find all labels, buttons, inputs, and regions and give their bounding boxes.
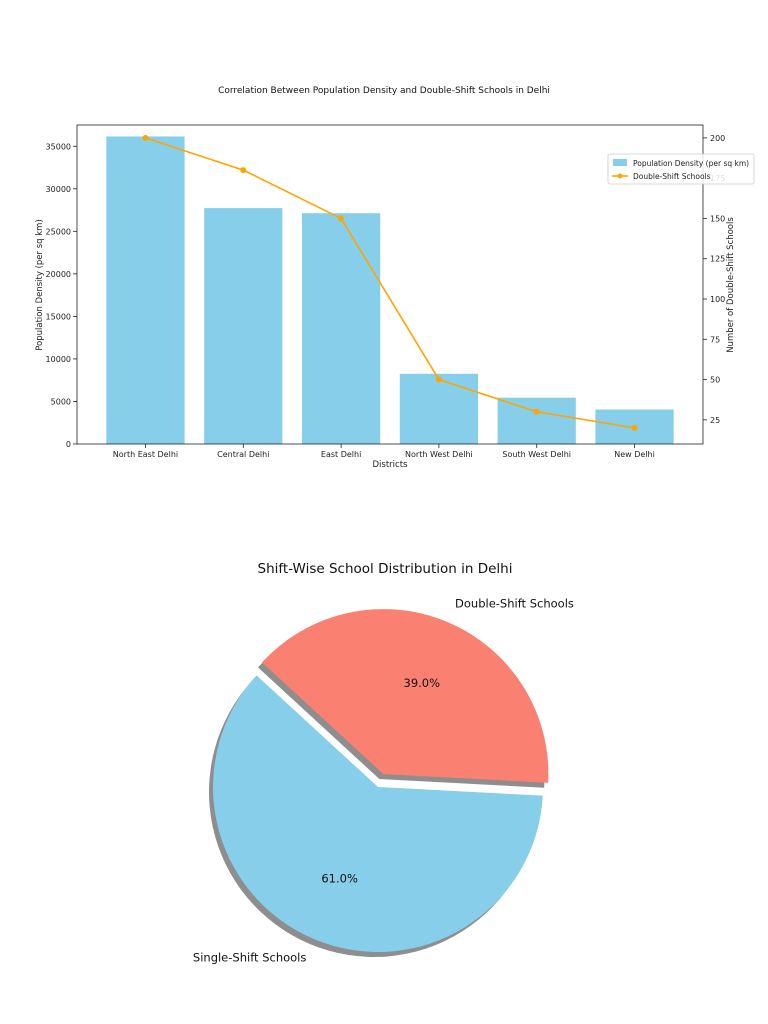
y2-tick-label: 200 bbox=[710, 134, 725, 143]
schools-point bbox=[533, 408, 540, 415]
density-bar bbox=[106, 136, 185, 444]
pie-percent-label: 61.0% bbox=[321, 871, 358, 885]
schools-point bbox=[435, 376, 442, 383]
x-axis-label: Districts bbox=[373, 460, 409, 470]
y-tick-label: 15000 bbox=[46, 312, 71, 321]
chart-title: Correlation Between Population Density a… bbox=[218, 86, 550, 96]
pie-title: Shift-Wise School Distribution in Delhi bbox=[258, 561, 513, 577]
legend-box bbox=[607, 153, 755, 185]
legend-swatch-marker bbox=[617, 173, 623, 179]
plot-frame bbox=[76, 124, 704, 445]
density-bar bbox=[301, 213, 381, 444]
chart-legend: Population Density (per sq km) Double-Shi… bbox=[607, 153, 755, 185]
y-tick-label: 35000 bbox=[46, 142, 71, 151]
y2-tick-label: 125 bbox=[710, 255, 725, 264]
density-bar bbox=[497, 397, 576, 444]
schools-point bbox=[631, 424, 638, 431]
pie-slice bbox=[261, 609, 549, 783]
density-vs-schools-chart: Correlation Between Population Density a… bbox=[35, 86, 755, 470]
x-tick-label: North West Delhi bbox=[405, 450, 473, 459]
pie-slice-label: Double-Shift Schools bbox=[455, 597, 574, 611]
y-tick-label: 5000 bbox=[51, 397, 71, 406]
schools-point bbox=[142, 134, 149, 141]
x-tick-label: East Delhi bbox=[321, 450, 361, 459]
schools-point bbox=[338, 215, 345, 222]
pie-percent-label: 39.0% bbox=[404, 676, 441, 690]
y-tick-label: 0 bbox=[66, 440, 71, 449]
y2-tick-label: 150 bbox=[710, 214, 725, 223]
schools-line bbox=[145, 137, 635, 429]
y2-tick-label: 50 bbox=[710, 376, 720, 385]
legend-label: Population Density (per sq km) bbox=[633, 159, 749, 168]
y2-tick-label: 25 bbox=[710, 416, 720, 425]
density-bar bbox=[204, 208, 283, 444]
x-tick-label: New Delhi bbox=[614, 450, 655, 459]
x-tick-label: Central Delhi bbox=[217, 450, 269, 459]
y-tick-label: 30000 bbox=[46, 185, 71, 194]
y2-axis-label: Number of Double-Shift Schools bbox=[726, 217, 736, 353]
y2-tick-label: 75 bbox=[710, 335, 720, 344]
shift-distribution-pie-chart: Shift-Wise School Distribution in Delhi … bbox=[193, 561, 574, 964]
density-bar bbox=[399, 373, 479, 444]
y-axis-label: Population Density (per sq km) bbox=[35, 219, 45, 351]
x-tick-label: North East Delhi bbox=[113, 450, 178, 459]
y-tick-label: 25000 bbox=[46, 227, 71, 236]
schools-point bbox=[240, 167, 247, 174]
y2-tick-label: 100 bbox=[710, 295, 725, 304]
pie-slice-label: Single-Shift Schools bbox=[193, 950, 306, 964]
x-tick-label: South West Delhi bbox=[502, 450, 571, 459]
y-tick-label: 10000 bbox=[46, 355, 71, 364]
pie-slice bbox=[212, 675, 543, 952]
legend-swatch-bar bbox=[613, 159, 627, 166]
y-tick-label: 20000 bbox=[46, 270, 71, 279]
legend-label: Double-Shift Schools bbox=[633, 172, 711, 181]
